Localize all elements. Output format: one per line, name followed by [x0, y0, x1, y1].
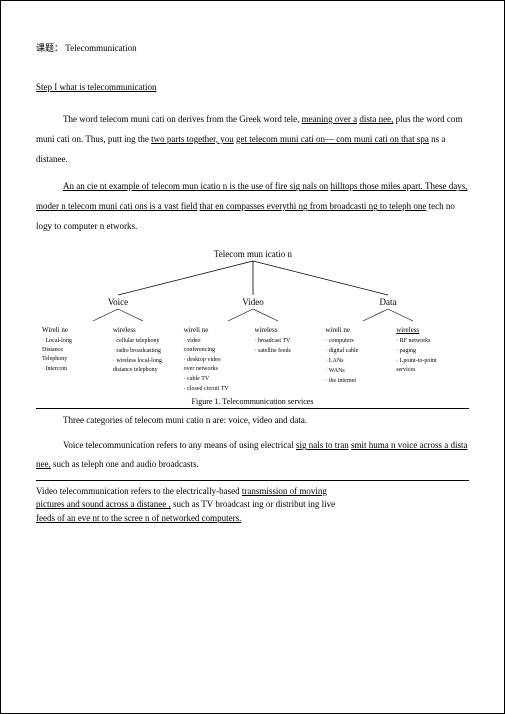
video-group: wireli ne · video conferencing · desktop…	[182, 325, 324, 396]
video-c1-2: · cable TV	[184, 375, 251, 384]
p2-text2: computer n etworks.	[64, 221, 138, 231]
data-wireless: wireless · RF networks · paging · Lpoint…	[394, 325, 465, 396]
data-c1-2: · LANs	[325, 357, 392, 366]
p2-u1: An an cie nt example of telecom mun icat…	[63, 181, 328, 191]
voice-wireless: wireless · cellular telephony · radio br…	[111, 325, 182, 396]
p4-d: such as teleph one and audio broadcasts.	[51, 459, 199, 469]
voice-wireline: Wireli ne · Local-long Distance Telephon…	[40, 325, 111, 396]
p5-d: such as TV broadcast ing or distribut in…	[171, 499, 335, 509]
video-h2: wireless	[255, 325, 322, 336]
p4-a: Voice telecommunication refers to any me…	[63, 440, 296, 450]
paragraph-4: Voice telecommunication refers to any me…	[36, 436, 469, 474]
section-heading: Step I what is telecommunication	[36, 82, 469, 92]
voice-h1: Wireli ne	[42, 325, 109, 336]
title-label: 课题：	[36, 43, 63, 53]
divider	[36, 480, 469, 481]
video-c1-3: · closed circuit TV	[184, 385, 251, 394]
p1-text: The word telecom muni cati on derives fr…	[63, 114, 302, 124]
data-c2-0: · RF networks	[396, 337, 463, 346]
video-wireless: wireless · broadcast TV · satellite feed…	[253, 325, 324, 396]
p5-e: feeds of an eve nt to the scree n of net…	[36, 513, 241, 523]
data-c2-1: · paging	[396, 347, 463, 356]
voice-c2-1: · radio broadcasting	[113, 347, 180, 356]
voice-c2-0: · cellular telephony	[113, 337, 180, 346]
data-c1-1: · digital cable	[325, 347, 392, 356]
p2-u3: that en compasses everythi ng from broad…	[199, 201, 426, 211]
data-c2-2: · Lpoint-to-point services	[396, 357, 463, 375]
video-wireline: wireli ne · video conferencing · desktop…	[182, 325, 253, 396]
data-c1-3: · WANs	[325, 367, 392, 376]
page-root: 课题： Telecommunication Step I what is tel…	[1, 1, 504, 545]
p2-u2b: a vast field	[155, 201, 197, 211]
p4-b: sig nals to tran	[296, 440, 349, 450]
video-c2-1: · satellite feeds	[255, 347, 322, 356]
p1-u3: two parts together, you	[151, 134, 234, 144]
tree-left: Voice	[107, 297, 127, 307]
tree-diagram: Telecom mun icatio n Voice Video Data	[36, 245, 469, 323]
video-c2-0: · broadcast TV	[255, 337, 322, 346]
voice-group: Wireli ne · Local-long Distance Telephon…	[40, 325, 182, 396]
paragraph-1: The word telecom muni cati on derives fr…	[36, 110, 469, 169]
paragraph-2: An an cie nt example of telecom mun icat…	[36, 177, 469, 236]
data-c1-0: · computers	[325, 337, 392, 346]
data-group: wireli ne · computers · digital cable · …	[323, 325, 465, 396]
data-wireline: wireli ne · computers · digital cable · …	[323, 325, 394, 396]
doc-title: 课题： Telecommunication	[36, 41, 469, 54]
paragraph-5: Video telecommunication refers to the el…	[36, 485, 469, 526]
p1-u2: dista nee,	[359, 114, 393, 124]
p1-u1: meaning over a	[302, 114, 357, 124]
voice-c2-2: · wireless local-long distance telephony	[113, 357, 180, 375]
paragraph-3: Three categories of telecom muni catio n…	[36, 411, 469, 430]
data-h1: wireli ne	[325, 325, 392, 336]
tree-right: Data	[379, 297, 396, 307]
voice-c1-1: · Intercom	[42, 365, 109, 374]
voice-h2: wireless	[113, 325, 180, 336]
tree-root-text: Telecom mun icatio n	[213, 249, 292, 259]
p1-u4: get telecom muni cati on— com muni cati …	[236, 134, 429, 144]
data-h2: wireless	[396, 325, 463, 336]
video-h1: wireli ne	[184, 325, 251, 336]
voice-c1-0: · Local-long Distance Telephony	[42, 337, 109, 364]
p5-c: pictures and sound across a distanee ,	[36, 499, 171, 509]
p5-a: Video telecommunication refers to the el…	[36, 486, 242, 496]
p1-text3: Thus, putt ing the	[85, 134, 151, 144]
title-value: Telecommunication	[65, 43, 136, 53]
tree-svg: Telecom mun icatio n Voice Video Data	[63, 245, 443, 323]
data-c1-4: · the internet	[325, 377, 392, 386]
p5-b: transmission of moving	[242, 486, 327, 496]
tree-columns: Wireli ne · Local-long Distance Telephon…	[40, 325, 465, 396]
video-c1-1: · desktop video over networks	[184, 356, 251, 374]
video-c1-0: · video conferencing	[184, 337, 251, 355]
tree-mid: Video	[242, 297, 264, 307]
figure-caption: Figure 1. Telecommunication services	[36, 397, 469, 409]
